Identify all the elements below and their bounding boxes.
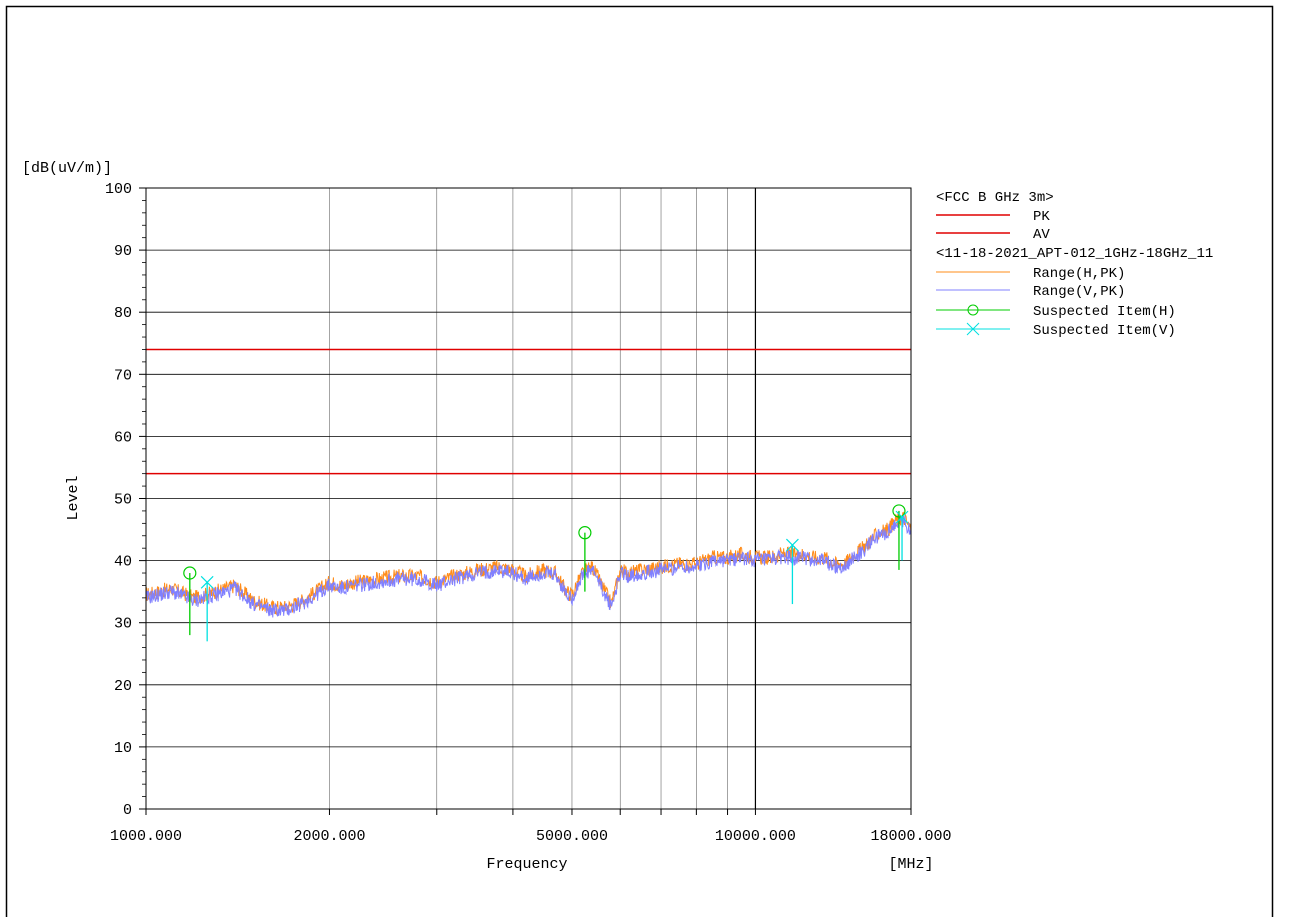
legend-label-range-h: Range(H,PK) <box>1033 266 1125 282</box>
legend-label-suspected-h: Suspected Item(H) <box>1033 304 1176 320</box>
y-axis-ticks: 0 10 20 30 40 50 60 70 80 90 100 <box>105 181 146 819</box>
x-tick-label: 2000.000 <box>293 828 365 845</box>
legend-label-range-v: Range(V,PK) <box>1033 284 1125 300</box>
limit-lines <box>146 348 911 475</box>
y-tick-label: 20 <box>114 678 132 695</box>
legend-group2-title: <11-18-2021_APT-012_1GHz-18GHz_11 <box>936 246 1213 262</box>
legend-marker-x <box>966 322 980 336</box>
legend: <FCC B GHz 3m> PK AV <11-18-2021_APT-012… <box>936 190 1213 339</box>
y-tick-label: 70 <box>114 367 132 384</box>
suspected-point-h <box>892 504 906 518</box>
y-tick-label: 60 <box>114 429 132 446</box>
x-tick-label: 10000.000 <box>715 828 796 845</box>
x-axis-title: Frequency <box>486 856 567 873</box>
legend-label-av: AV <box>1033 227 1050 243</box>
y-tick-label: 30 <box>114 616 132 633</box>
y-tick-label: 40 <box>114 554 132 571</box>
y-tick-label: 10 <box>114 740 132 757</box>
legend-label-suspected-v: Suspected Item(V) <box>1033 323 1176 339</box>
y-tick-label: 90 <box>114 243 132 260</box>
y-tick-label: 100 <box>105 181 132 198</box>
y-tick-label: 80 <box>114 305 132 322</box>
y-tick-label: 0 <box>123 802 132 819</box>
x-tick-label: 1000.000 <box>110 828 182 845</box>
outer-border <box>5 5 1274 917</box>
x-tick-label: 18000.000 <box>870 828 951 845</box>
legend-marker-circle <box>967 304 979 316</box>
y-tick-label: 50 <box>114 492 132 509</box>
trace-range-h <box>145 511 912 616</box>
grid <box>146 188 911 809</box>
traces <box>145 511 912 618</box>
suspected-point-v <box>200 575 214 589</box>
x-tick-label: 5000.000 <box>536 828 608 845</box>
x-unit-label: [MHz] <box>888 856 933 873</box>
suspected-markers <box>183 504 909 642</box>
legend-label-pk: PK <box>1033 209 1050 225</box>
suspected-point-v <box>895 510 909 524</box>
legend-group1-title: <FCC B GHz 3m> <box>936 190 1054 206</box>
trace-range-v <box>145 516 912 618</box>
x-axis-ticks: 1000.000 2000.000 5000.000 10000.000 18000.0… <box>110 809 952 845</box>
y-axis-title: Level <box>65 475 82 520</box>
y-unit-label: [dB(uV/m)] <box>22 160 112 177</box>
suspected-point-v <box>785 538 799 552</box>
suspected-point-h <box>578 526 592 540</box>
suspected-point-h <box>183 566 197 580</box>
